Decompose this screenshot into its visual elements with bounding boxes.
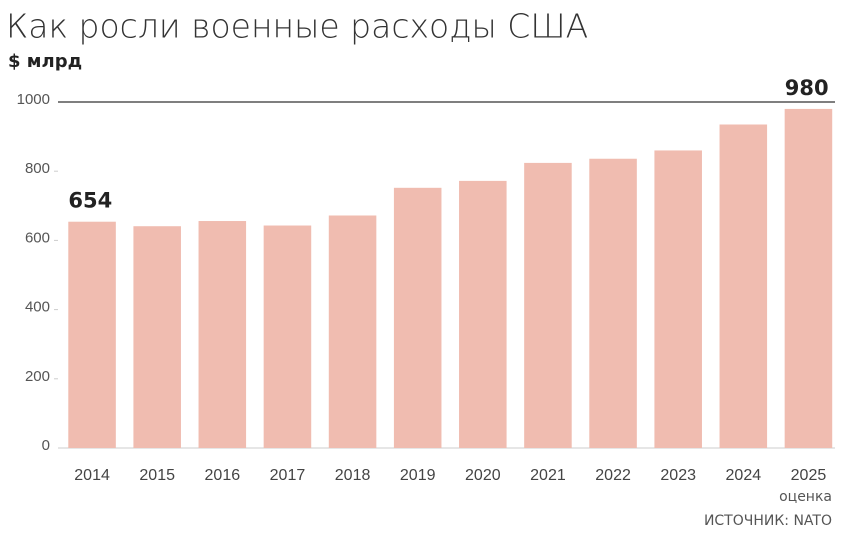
x-tick-label: 2021: [530, 467, 566, 484]
y-tick-label: 800: [25, 160, 50, 177]
x-tick-label: 2024: [726, 467, 762, 484]
bar: [68, 221, 116, 448]
x-tick-label: 2018: [335, 467, 371, 484]
bar: [263, 225, 312, 448]
y-tick-label: 1000: [17, 91, 50, 108]
x-tick-label: 2014: [74, 467, 110, 484]
bar: [393, 187, 442, 449]
annotation: оценка: [779, 489, 832, 505]
x-tick-label: 2019: [400, 467, 436, 484]
x-tick-label: 2016: [205, 467, 241, 484]
bar: [589, 158, 637, 448]
x-tick-label: 2015: [139, 467, 175, 484]
y-tick-label: 600: [25, 229, 50, 246]
x-tick-label: 2023: [660, 467, 696, 484]
bar: [784, 108, 833, 449]
bar: [524, 162, 572, 448]
bar: [328, 215, 377, 448]
x-tick-label: 2020: [465, 467, 501, 484]
bar: [719, 124, 768, 449]
chart-title: Как росли военные расходы США: [6, 7, 588, 46]
y-tick-label: 0: [42, 437, 50, 454]
y-tick-label: 400: [25, 299, 50, 316]
data-label: 980: [785, 76, 829, 100]
bar: [198, 221, 247, 448]
x-tick-label: 2017: [270, 467, 306, 484]
chart-subtitle: $ млрд: [8, 51, 82, 72]
source: ИСТОЧНИК: NATO: [704, 513, 832, 529]
bar: [654, 150, 702, 448]
x-tick-label: 2022: [595, 467, 631, 484]
data-label: 654: [68, 189, 112, 213]
bar: [459, 180, 507, 448]
x-tick-label: 2025: [791, 467, 827, 484]
bar: [133, 226, 181, 448]
y-tick-label: 200: [25, 368, 50, 385]
